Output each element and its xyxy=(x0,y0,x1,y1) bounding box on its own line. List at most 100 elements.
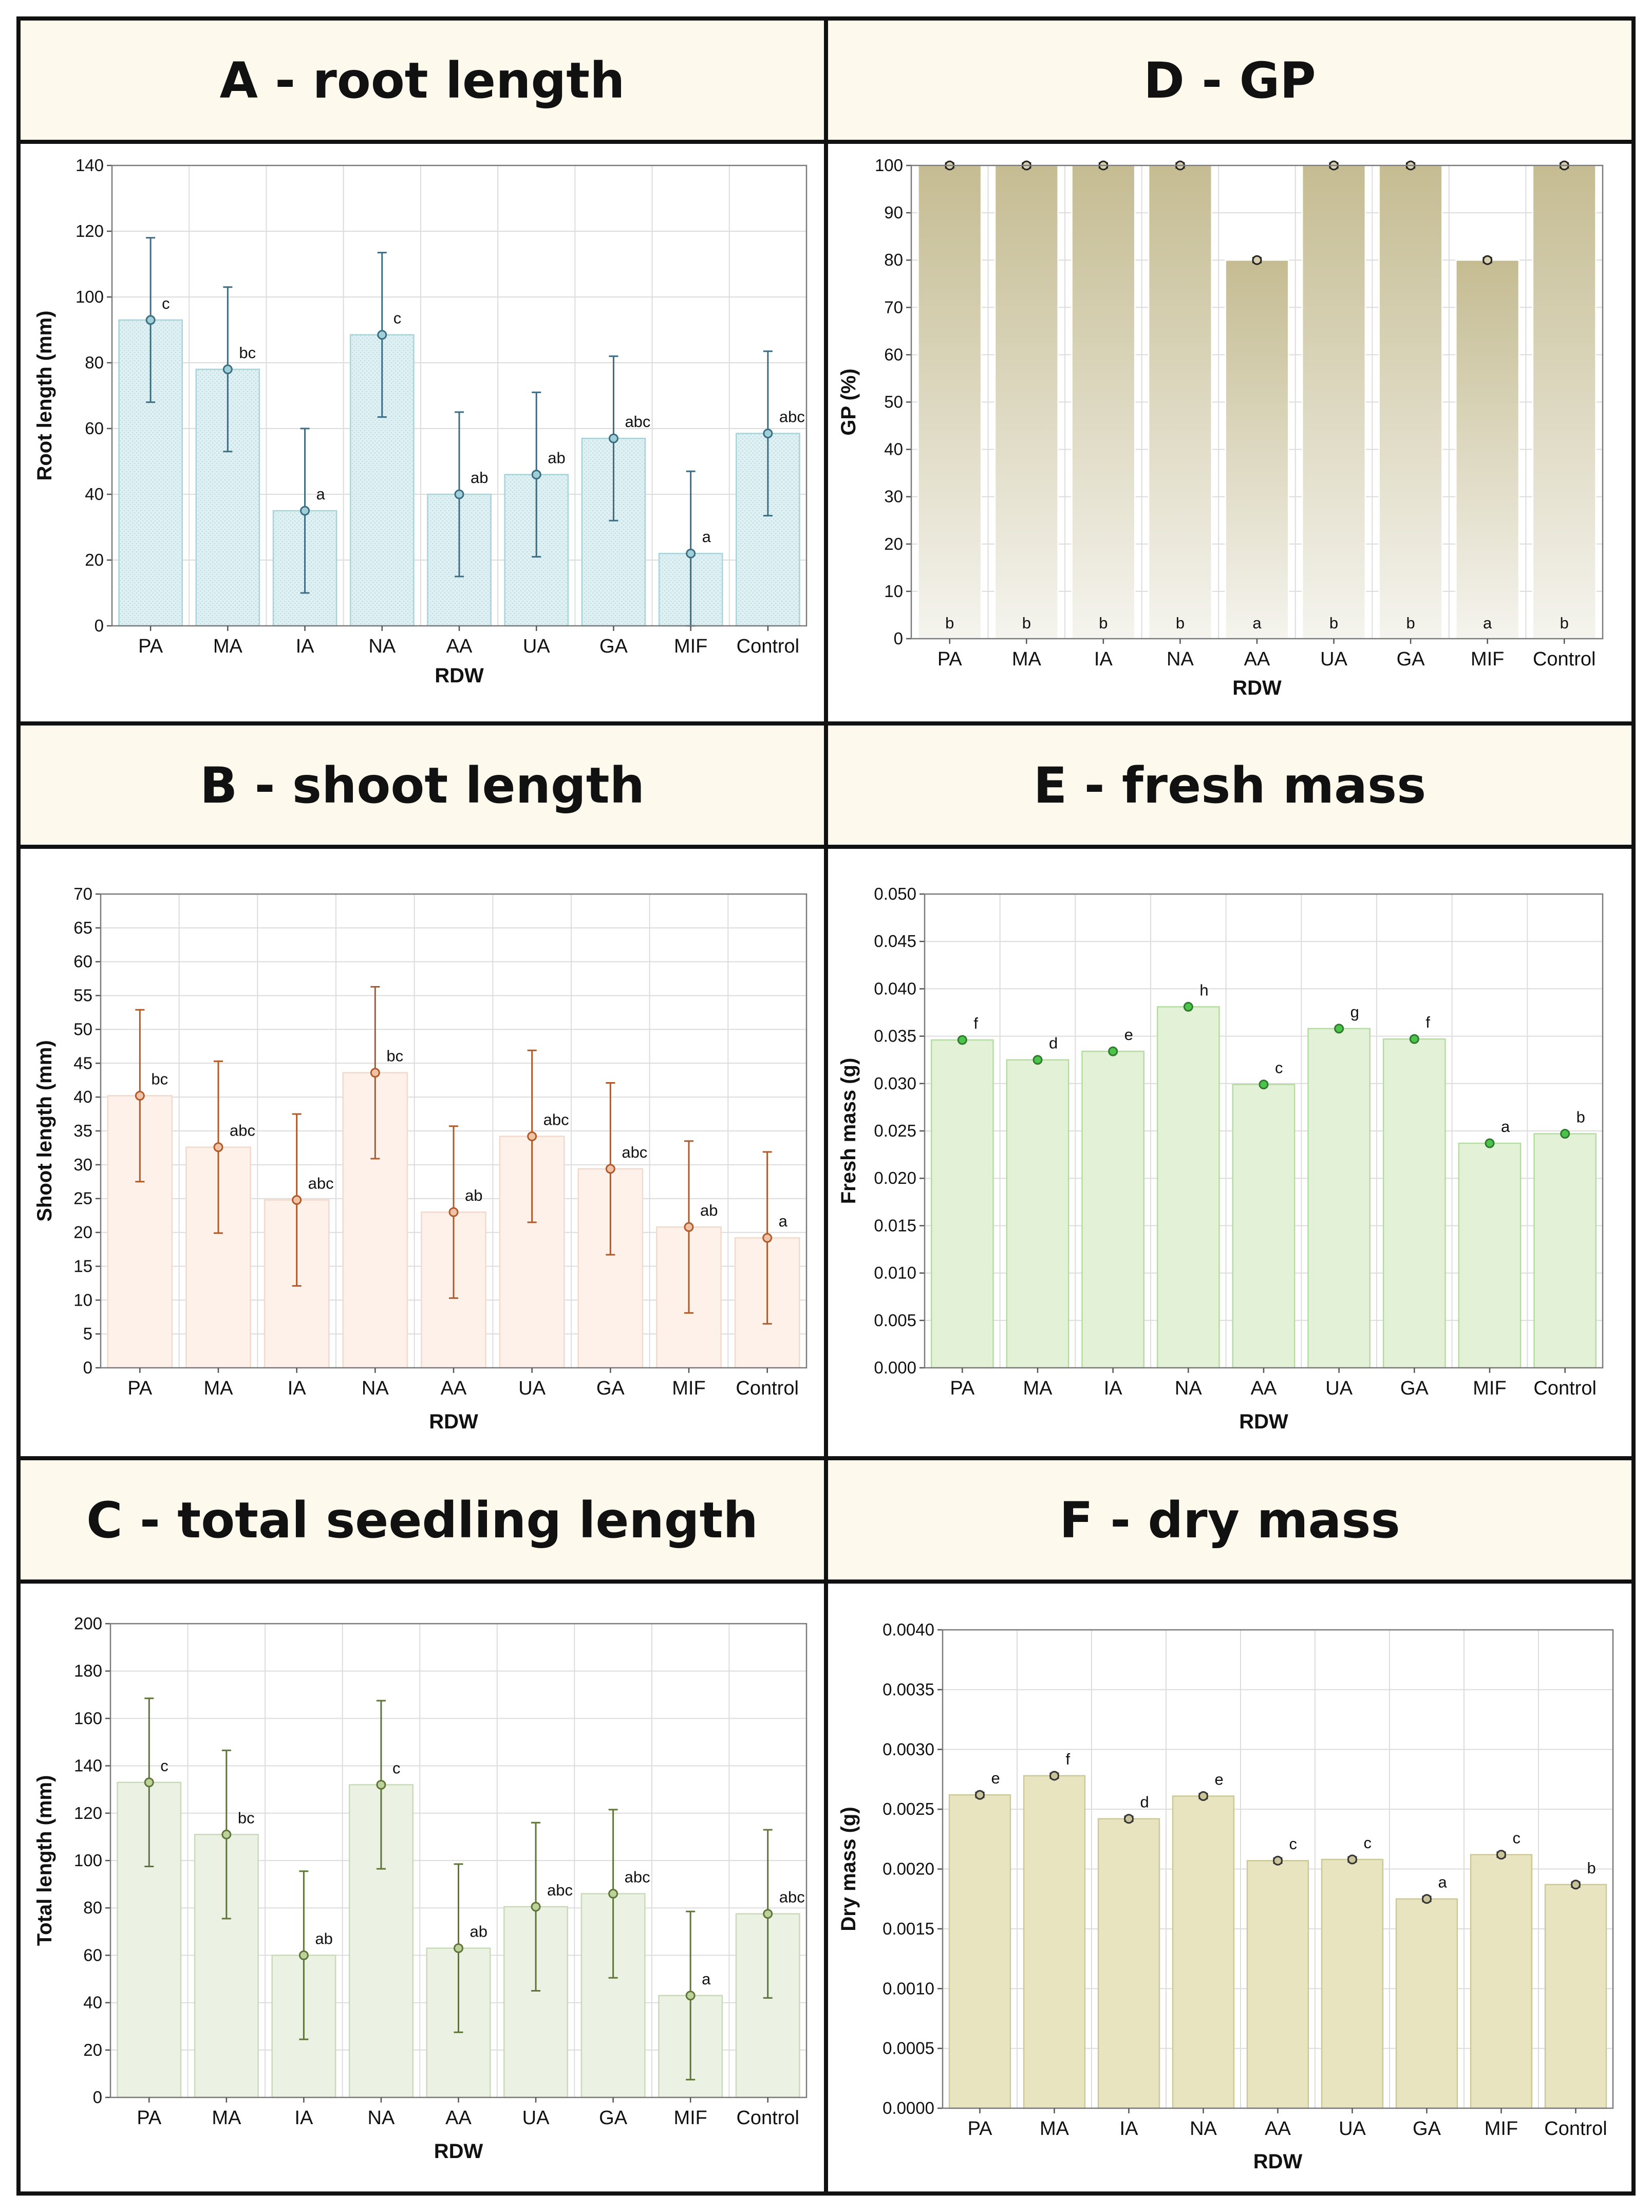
x-category-label: NA xyxy=(1175,1378,1202,1399)
bar-control xyxy=(1544,1884,1607,2109)
significance-label: b xyxy=(1406,614,1415,632)
bar-ia xyxy=(1081,1050,1145,1369)
mean-marker xyxy=(145,315,156,325)
x-category-label: Control xyxy=(1533,1378,1597,1399)
mean-marker xyxy=(1347,1854,1357,1865)
significance-label: a xyxy=(1501,1118,1510,1136)
y-tick-label: 10 xyxy=(73,1290,92,1309)
y-tick-label: 80 xyxy=(83,1898,102,1917)
x-category-label: MA xyxy=(204,1378,234,1399)
bar-na xyxy=(1172,1795,1235,2109)
y-tick-label: 160 xyxy=(74,1708,102,1727)
x-category-label: Control xyxy=(737,636,800,657)
significance-label: c xyxy=(1275,1059,1283,1077)
bar-ma xyxy=(1006,1059,1069,1369)
mean-marker xyxy=(1108,1046,1118,1056)
mean-marker xyxy=(957,1035,967,1045)
chart-fresh-mass: 0.000 0.005 0.010 0.015 0.020 0.025 0.030 0.035… xyxy=(837,884,1604,1433)
y-tick-label: 30 xyxy=(884,487,903,506)
y-tick-label: 80 xyxy=(884,250,903,269)
x-category-label: PA xyxy=(950,1378,975,1399)
y-tick-label: 30 xyxy=(73,1155,92,1174)
significance-label: d xyxy=(1140,1793,1149,1811)
x-category-label: Control xyxy=(736,1378,799,1399)
mean-marker xyxy=(298,1950,309,1960)
y-tick-label: 0.015 xyxy=(874,1216,916,1235)
panel-title-C: C - total seedling length xyxy=(86,1492,758,1549)
significance-label: e xyxy=(1215,1771,1224,1789)
mean-marker xyxy=(975,1790,985,1800)
x-category-label: AA xyxy=(1251,1378,1277,1399)
x-category-label: AA xyxy=(1244,648,1270,670)
mean-marker xyxy=(531,1902,541,1912)
bar-ga xyxy=(1382,1038,1446,1369)
x-category-label: GA xyxy=(599,636,628,657)
y-tick-label: 0.0000 xyxy=(883,2098,934,2117)
x-category-label: PA xyxy=(937,648,963,670)
bar-pa xyxy=(917,164,982,640)
x-category-label: MIF xyxy=(1485,2118,1518,2140)
significance-label: bc xyxy=(238,1809,255,1827)
x-category-label: Control xyxy=(1544,2118,1607,2140)
x-category-label: GA xyxy=(1413,2118,1441,2140)
significance-label: ab xyxy=(700,1201,718,1219)
mean-marker xyxy=(221,1829,232,1839)
mean-marker xyxy=(213,1142,223,1153)
y-tick-label: 40 xyxy=(884,440,903,459)
bar-mif xyxy=(1458,1142,1522,1369)
y-tick-label: 40 xyxy=(85,485,104,504)
y-tick-label: 60 xyxy=(73,952,92,971)
significance-label: abc xyxy=(230,1122,255,1140)
x-category-label: MA xyxy=(212,2107,241,2129)
y-tick-label: 25 xyxy=(73,1189,92,1208)
significance-label: e xyxy=(991,1769,1000,1787)
mean-marker xyxy=(527,1131,537,1142)
y-tick-label: 10 xyxy=(884,582,903,601)
y-tick-label: 45 xyxy=(73,1053,92,1072)
significance-label: b xyxy=(945,614,954,632)
bar-ia xyxy=(1071,164,1136,640)
x-category-label: MIF xyxy=(672,1378,705,1399)
x-category-label: IA xyxy=(1094,648,1113,670)
panel-title-E: E - fresh mass xyxy=(1034,757,1426,814)
y-tick-label: 0 xyxy=(83,1358,92,1377)
y-tick-label: 0.0005 xyxy=(883,2039,934,2058)
y-tick-label: 0 xyxy=(894,629,903,648)
y-tick-label: 50 xyxy=(73,1019,92,1038)
y-tick-label: 0.0025 xyxy=(883,1799,934,1818)
mean-marker xyxy=(377,330,387,340)
y-axis-title: Root length (mm) xyxy=(33,310,56,480)
x-category-label: MIF xyxy=(1473,1378,1506,1399)
mean-marker xyxy=(1259,1080,1269,1090)
chart-shoot-length: 0 5 10 15 20 25 30 35 40 45 50 55 60 65 70 bc abc abc bc ab… xyxy=(33,884,808,1433)
y-tick-label: 0 xyxy=(95,616,104,635)
mean-marker xyxy=(685,1991,696,2001)
significance-label: d xyxy=(1049,1034,1058,1052)
significance-label: c xyxy=(162,294,170,312)
significance-label: h xyxy=(1199,981,1208,999)
y-tick-label: 100 xyxy=(875,156,903,175)
y-tick-label: 0.025 xyxy=(874,1121,916,1140)
x-category-label: MIF xyxy=(674,636,707,657)
bar-aa xyxy=(1225,259,1289,640)
mean-marker xyxy=(605,1164,615,1174)
x-category-label: MA xyxy=(1012,648,1042,670)
significance-label: bc xyxy=(151,1070,168,1088)
x-axis-title: RDW xyxy=(1253,2150,1303,2173)
significance-label: ab xyxy=(470,1923,487,1941)
mean-marker xyxy=(1560,1129,1570,1139)
mean-marker xyxy=(1496,1850,1506,1860)
y-tick-label: 80 xyxy=(85,353,104,372)
significance-label: bc xyxy=(386,1047,403,1065)
mean-marker xyxy=(1198,1791,1208,1801)
y-tick-label: 200 xyxy=(74,1614,102,1633)
bar-aa xyxy=(1232,1084,1296,1369)
x-category-label: PA xyxy=(137,2107,162,2129)
bar-control xyxy=(1532,164,1597,640)
bar-ia xyxy=(1097,1818,1160,2109)
significance-label: a xyxy=(1438,1873,1448,1891)
x-category-label: UA xyxy=(522,2107,550,2129)
y-tick-label: 15 xyxy=(73,1256,92,1275)
x-category-label: MA xyxy=(213,636,243,657)
mean-marker xyxy=(1183,1001,1193,1012)
